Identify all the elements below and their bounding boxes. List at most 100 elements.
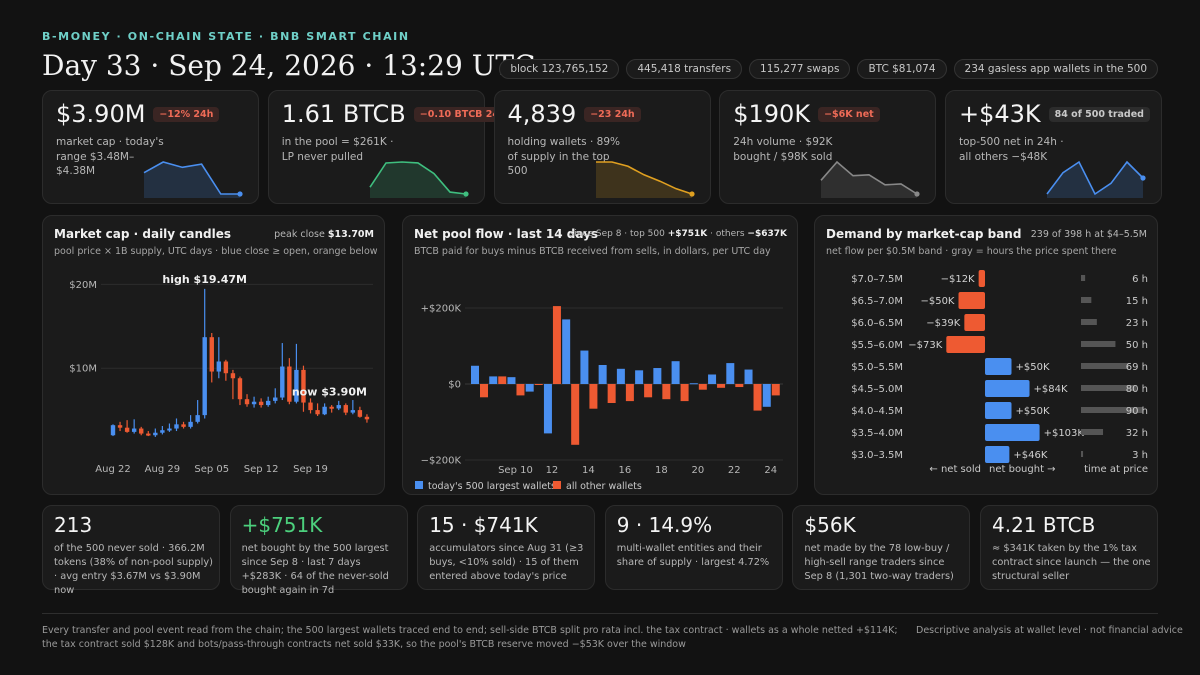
demand-summary: 239 of 398 h at $4–5.5M: [1030, 229, 1147, 240]
panel-net-pool-flow: Net pool flow · last 14 days since Sep 8…: [402, 215, 798, 495]
candle-body: [329, 406, 334, 409]
sparkline-line: [820, 160, 918, 195]
band-value-label: +$50K: [1016, 406, 1050, 417]
panel-subtitle: net flow per $0.5M band · gray = hours t…: [826, 246, 1117, 257]
kpi-badge: −$6K net: [818, 106, 880, 122]
x-tick-label: Aug 29: [145, 464, 180, 475]
band-hours-bar: [1081, 363, 1129, 369]
band-hours-bar: [1081, 297, 1092, 303]
band-label: $4.5–5.0M: [851, 384, 903, 395]
kpi-value: 4,839: [507, 100, 577, 128]
sparkline-endpoint: [237, 191, 243, 197]
y-tick-label: $10M: [69, 364, 97, 375]
flow-bar: [598, 365, 607, 384]
candle-body: [146, 433, 151, 436]
band-hours-label: 15 h: [1126, 296, 1148, 307]
demand-band-chart: $7.0–7.5M −$12K 6 h $6.5–7.0M −$50K 15 h $6.0–…: [851, 270, 1148, 475]
candle-body: [223, 361, 229, 374]
flow-bar: [498, 376, 507, 384]
flow-summary: since Sep 8 · top 500 +$751K · others −$…: [569, 229, 787, 239]
candle-body: [350, 410, 356, 413]
candle-body: [167, 428, 172, 431]
stat-card: 15 · $741K accumulators since Aug 31 (≥3…: [417, 505, 596, 590]
flow-bar: [689, 383, 698, 385]
flow-bar: [507, 377, 516, 384]
net-flow-bar-chart: +$200K $0 −$200K Sep 10 12 14 16 18 20 22 24 today'…: [415, 304, 783, 492]
band-value-label: −$39K: [926, 318, 960, 329]
flow-bar: [580, 350, 589, 384]
stat-value: $56K: [804, 513, 856, 537]
pill-block: block 123,765,152: [499, 59, 620, 79]
pill-transfers: 445,418 transfers: [626, 59, 743, 79]
candle-body: [287, 366, 292, 402]
band-net-flow-bar: [958, 292, 985, 309]
kpi-sparkline: [369, 161, 469, 198]
x-tick-label: Aug 22: [95, 464, 130, 475]
kpi-card: $190K −$6K net 24h volume · $92K bought …: [719, 90, 937, 204]
kpi-subtext: in the pool = $261K · LP never pulled: [281, 136, 394, 163]
sparkline-endpoint: [1140, 175, 1146, 181]
band-hours-label: 50 h: [1126, 340, 1148, 351]
kpi-badge: −23 24h: [584, 106, 641, 122]
now-annotation: now $3.90M: [292, 385, 367, 398]
x-tick-label: 22: [728, 465, 741, 476]
band-hours-bar: [1081, 275, 1086, 281]
candle-body: [181, 424, 186, 427]
candle-body: [315, 410, 320, 415]
band-hours-label: 3 h: [1132, 450, 1148, 461]
sparkline-line: [369, 161, 466, 195]
y-tick-label: +$200K: [421, 304, 462, 315]
x-tick-label: 14: [582, 465, 595, 476]
band-net-flow-bar: [946, 336, 985, 353]
kpi-sparkline: [820, 160, 920, 198]
flow-bar: [653, 368, 662, 384]
candle-body: [174, 424, 179, 429]
kpi-badge: −12% 24h: [153, 106, 220, 122]
band-value-label: +$84K: [1034, 384, 1068, 395]
x-tick-label: Sep 10: [498, 465, 533, 476]
panel-subtitle: BTCB paid for buys minus BTCB received f…: [414, 246, 771, 257]
panel-title: Net pool flow · last 14 days: [414, 227, 599, 241]
flow-bar: [471, 365, 479, 384]
stat-card: $56K net made by the 78 low-buy / high-s…: [792, 505, 971, 590]
axis-label-time-at-price: time at price: [1084, 464, 1148, 475]
stat-card: 213 of the 500 never sold · 366.2M token…: [42, 505, 220, 596]
x-tick-label: Sep 12: [244, 464, 279, 475]
candle-body: [153, 432, 158, 436]
flow-bar: [680, 384, 689, 402]
candle-body: [280, 366, 285, 398]
flow-bar: [717, 384, 726, 388]
candle-body: [202, 337, 207, 416]
band-hours-bar: [1081, 385, 1137, 391]
band-label: $6.0–6.5M: [851, 318, 903, 329]
flow-bar: [480, 384, 488, 398]
flow-bar: [562, 319, 571, 384]
band-net-flow-bar: [985, 358, 1012, 375]
flow-bar: [534, 384, 543, 385]
band-value-label: +$50K: [1016, 362, 1050, 373]
flow-bar: [589, 384, 598, 409]
flow-bar: [744, 369, 753, 384]
sparkline-endpoint: [688, 191, 695, 197]
stat-subtext: ≈ $341K taken by the 1% tax contract sin…: [992, 543, 1151, 582]
band-net-flow-bar: [985, 402, 1012, 419]
sparkline-area: [821, 162, 918, 198]
band-value-label: +$46K: [1013, 450, 1047, 461]
panel-title: Demand by market-cap band: [826, 227, 1022, 241]
candle-body: [357, 410, 363, 417]
band-net-flow-bar: [978, 270, 985, 287]
kpi-subtext: holding wallets · 89% of supply in the t…: [507, 136, 621, 177]
candle-body: [244, 399, 250, 405]
stat-value: 213: [54, 513, 93, 537]
candle-body: [230, 373, 236, 379]
band-value-label: +$103K: [1044, 428, 1085, 439]
candle-body: [364, 416, 370, 420]
flow-bar: [616, 368, 625, 384]
sparkline-endpoint: [463, 191, 469, 197]
band-hours-bar: [1081, 341, 1116, 347]
flow-bar: [698, 384, 707, 390]
footer-divider: [42, 613, 1158, 614]
y-tick-label: −$200K: [421, 456, 462, 467]
band-label: $5.0–5.5M: [851, 362, 903, 373]
candle-body: [195, 415, 200, 422]
